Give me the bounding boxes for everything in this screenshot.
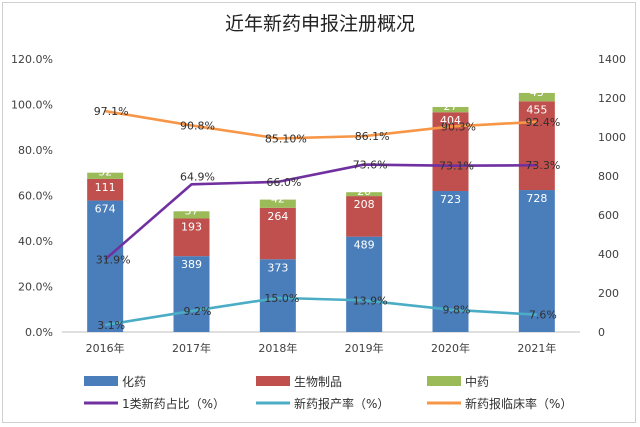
y-left-tick-label: 80.0%: [18, 144, 53, 157]
legend-label: 生物制品: [294, 375, 342, 389]
x-tick-label: 2017年: [172, 341, 211, 355]
y-left-tick-label: 100.0%: [11, 99, 53, 112]
legend-swatch: [256, 376, 290, 386]
bar-value-label: 489: [354, 239, 375, 252]
bar-value-label: 42: [271, 193, 285, 206]
bar-value-label: 264: [267, 210, 288, 223]
x-tick-label: 2021年: [517, 341, 556, 355]
legend-swatch: [427, 376, 461, 386]
bar-value-label: 208: [354, 198, 375, 211]
y-left-tick-label: 40.0%: [18, 235, 53, 248]
legend-label: 新药报临床率（%）: [465, 396, 572, 411]
bar-value-label: 728: [526, 192, 547, 205]
bar-value-label: 404: [440, 114, 461, 127]
bar-value-label: 723: [440, 193, 461, 206]
line-value-label: 13.9%: [353, 294, 388, 307]
chart-title: 近年新药申报注册概况: [225, 13, 415, 35]
bar-value-label: 111: [95, 181, 116, 194]
bar-value-label: 32: [98, 166, 112, 179]
line-value-label: 31.9%: [96, 253, 131, 266]
bar-segment: [518, 190, 555, 332]
line-value-label: 86.1%: [355, 130, 390, 143]
line-value-label: 15.0%: [264, 292, 299, 305]
line-value-label: 73.3%: [525, 159, 560, 172]
legend-swatch: [84, 376, 118, 386]
bar-segment: [259, 199, 296, 208]
x-tick-label: 2018年: [258, 341, 297, 355]
series-line: [104, 109, 537, 140]
y-left-tick-label: 60.0%: [18, 190, 53, 203]
bar-value-label: 27: [444, 100, 458, 113]
bar-value-label: 455: [526, 103, 547, 116]
y-right-tick-label: 400: [598, 248, 619, 261]
line-value-label: 9.8%: [443, 304, 471, 317]
line-value-label: 7.6%: [529, 309, 557, 322]
series-line: [104, 296, 537, 327]
bar-segment: [173, 218, 210, 257]
bar-segment: [346, 236, 383, 332]
line-value-label: 92.4%: [525, 116, 560, 129]
bar-segment: [259, 259, 296, 332]
bar-value-label: 389: [181, 258, 202, 271]
x-tick-label: 2016年: [86, 341, 125, 355]
line-value-label: 85.10%: [265, 132, 307, 145]
line-value-label: 97.1%: [94, 105, 129, 118]
bar-segment: [173, 256, 210, 332]
bar-value-label: 20: [357, 185, 371, 198]
chart-frame: [2, 2, 636, 423]
bar-segment: [518, 101, 555, 191]
bar-segment: [432, 106, 469, 113]
y-left-tick-label: 120.0%: [11, 53, 53, 66]
x-tick-label: 2019年: [345, 341, 384, 355]
bar-segment: [346, 192, 383, 197]
legend-label: 新药报产率（%）: [294, 396, 389, 411]
bar-segment: [87, 172, 124, 179]
bar-segment: [87, 200, 124, 332]
bar-segment: [518, 92, 555, 102]
bar-segment: [173, 211, 210, 219]
x-tick-label: 2020年: [431, 341, 470, 355]
y-left-tick-label: 0.0%: [25, 326, 53, 339]
line-value-label: 3.1%: [97, 319, 125, 332]
bar-value-label: 193: [181, 221, 202, 234]
line-value-label: 90.8%: [180, 119, 215, 132]
line-value-label: 9.2%: [184, 305, 212, 318]
line-value-label: 66.0%: [266, 176, 301, 189]
legend-label: 1类新药占比（%）: [122, 396, 225, 411]
bar-value-label: 43: [530, 86, 544, 99]
y-right-tick-label: 800: [598, 170, 619, 183]
line-value-label: 90.3%: [441, 121, 476, 134]
bar-segment: [346, 196, 383, 237]
line-value-label: 73.1%: [439, 160, 474, 173]
y-left-tick-label: 20.0%: [18, 281, 53, 294]
y-right-tick-label: 0: [598, 326, 605, 339]
bar-value-label: 373: [267, 261, 288, 274]
y-right-tick-label: 600: [598, 209, 619, 222]
bar-value-label: 37: [185, 204, 199, 217]
y-right-tick-label: 1200: [598, 92, 626, 105]
y-right-tick-label: 200: [598, 287, 619, 300]
bar-segment: [259, 207, 296, 260]
legend-label: 化药: [122, 375, 146, 389]
y-right-tick-label: 1000: [598, 131, 626, 144]
bar-value-label: 674: [95, 203, 116, 216]
line-value-label: 73.6%: [353, 159, 388, 172]
legend-label: 中药: [465, 374, 489, 389]
bar-segment: [87, 178, 124, 201]
y-right-tick-label: 1400: [598, 53, 626, 66]
series-line: [104, 163, 537, 261]
line-value-label: 64.9%: [180, 170, 215, 183]
